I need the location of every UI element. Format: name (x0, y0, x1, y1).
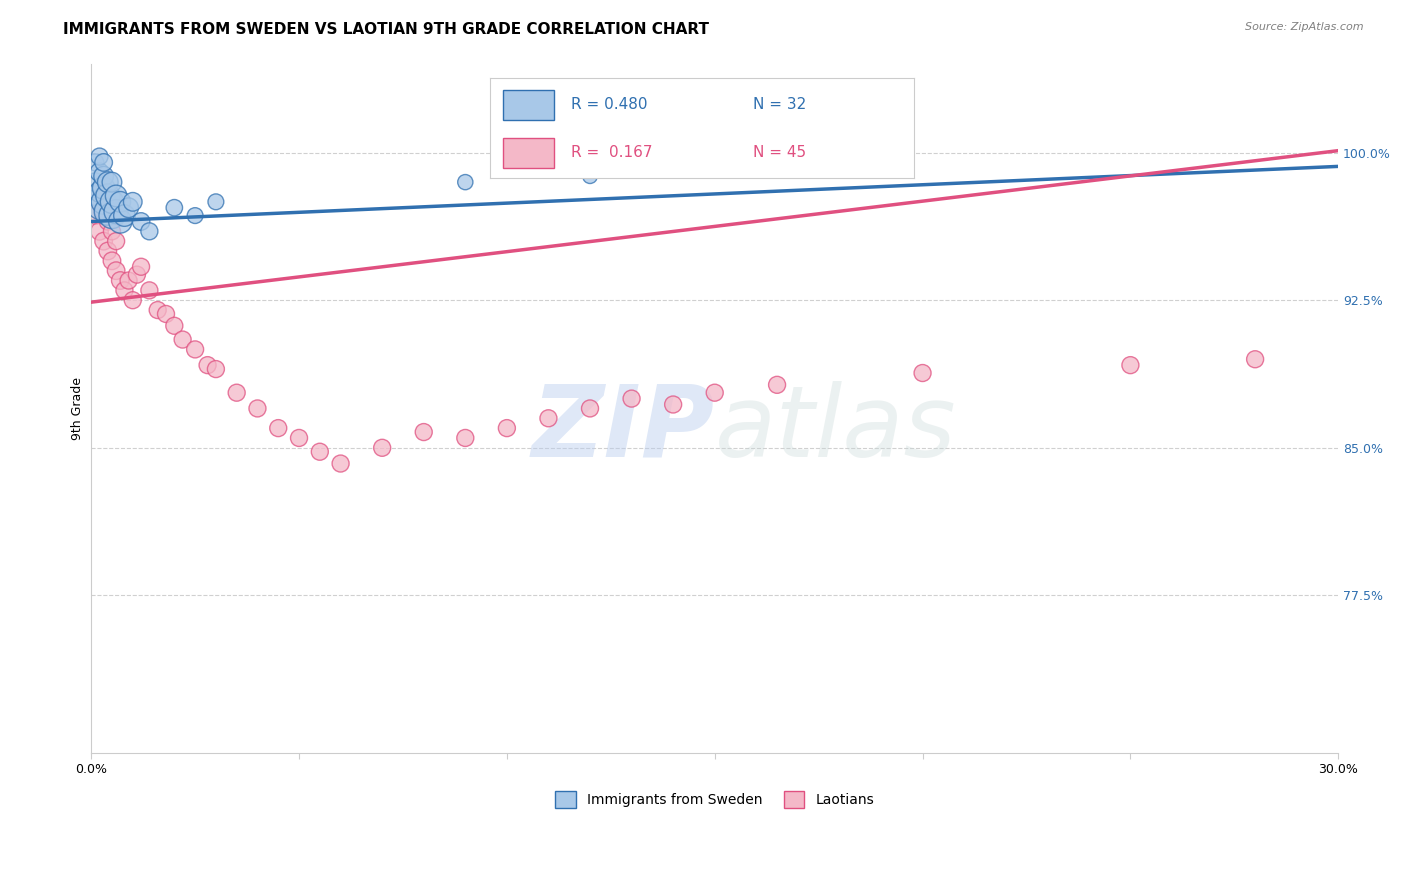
Point (97, 244, 120, 258)
Point (454, 175, 477, 189)
Point (146, 303, 169, 318)
Point (110, 194, 132, 209)
Point (93, 234, 115, 248)
Point (97, 204, 120, 219)
Point (114, 209, 136, 223)
Point (184, 343, 207, 357)
Point (225, 385, 247, 400)
Point (110, 214, 132, 228)
Point (89, 224, 111, 238)
Point (579, 169, 602, 184)
Point (537, 411, 560, 425)
Point (579, 401, 602, 416)
Point (911, 366, 934, 380)
Point (93, 181, 115, 195)
Point (84, 155, 107, 169)
Text: ZIP: ZIP (531, 381, 714, 477)
Point (93, 194, 115, 209)
Y-axis label: 9th Grade: 9th Grade (72, 377, 84, 440)
Point (89, 185, 111, 199)
Point (1244, 352, 1267, 367)
Point (84, 189, 107, 203)
Point (129, 214, 152, 228)
Point (184, 209, 207, 223)
Point (205, 362, 228, 376)
Point (84, 189, 107, 203)
Point (110, 273, 132, 287)
Point (205, 194, 228, 209)
Point (97, 189, 120, 203)
Point (267, 421, 290, 435)
Point (246, 401, 269, 416)
Text: atlas: atlas (714, 381, 956, 477)
Point (308, 444, 330, 458)
Point (371, 441, 394, 455)
Point (97, 214, 120, 228)
Point (105, 204, 128, 219)
Point (93, 204, 115, 219)
Point (114, 284, 136, 298)
Point (138, 284, 160, 298)
Text: Source: ZipAtlas.com: Source: ZipAtlas.com (1246, 22, 1364, 32)
Point (496, 421, 519, 435)
Point (288, 431, 311, 445)
Point (93, 155, 115, 169)
Point (412, 425, 434, 439)
Point (101, 224, 124, 238)
Point (766, 377, 789, 392)
Point (101, 253, 124, 268)
Legend: Immigrants from Sweden, Laotians: Immigrants from Sweden, Laotians (548, 784, 882, 814)
Point (163, 318, 186, 333)
Point (117, 273, 139, 287)
Point (662, 397, 685, 411)
Point (121, 194, 143, 209)
Point (84, 175, 107, 189)
Point (454, 431, 477, 445)
Point (101, 175, 124, 189)
Point (121, 293, 143, 308)
Point (703, 385, 725, 400)
Point (125, 268, 148, 282)
Point (89, 150, 111, 164)
Point (93, 169, 115, 184)
Point (703, 161, 725, 176)
Point (84, 209, 107, 223)
Text: IMMIGRANTS FROM SWEDEN VS LAOTIAN 9TH GRADE CORRELATION CHART: IMMIGRANTS FROM SWEDEN VS LAOTIAN 9TH GR… (63, 22, 709, 37)
Point (155, 307, 177, 321)
Point (105, 263, 128, 277)
Point (620, 392, 643, 406)
Point (117, 201, 139, 215)
Point (329, 457, 352, 471)
Point (89, 165, 111, 179)
Point (101, 194, 124, 209)
Point (97, 175, 120, 189)
Point (105, 189, 128, 203)
Point (129, 260, 152, 274)
Point (101, 209, 124, 223)
Point (89, 194, 111, 209)
Point (138, 224, 160, 238)
Point (197, 358, 219, 372)
Point (172, 333, 194, 347)
Point (1119, 358, 1142, 372)
Point (105, 234, 128, 248)
Point (163, 201, 186, 215)
Point (89, 201, 111, 215)
